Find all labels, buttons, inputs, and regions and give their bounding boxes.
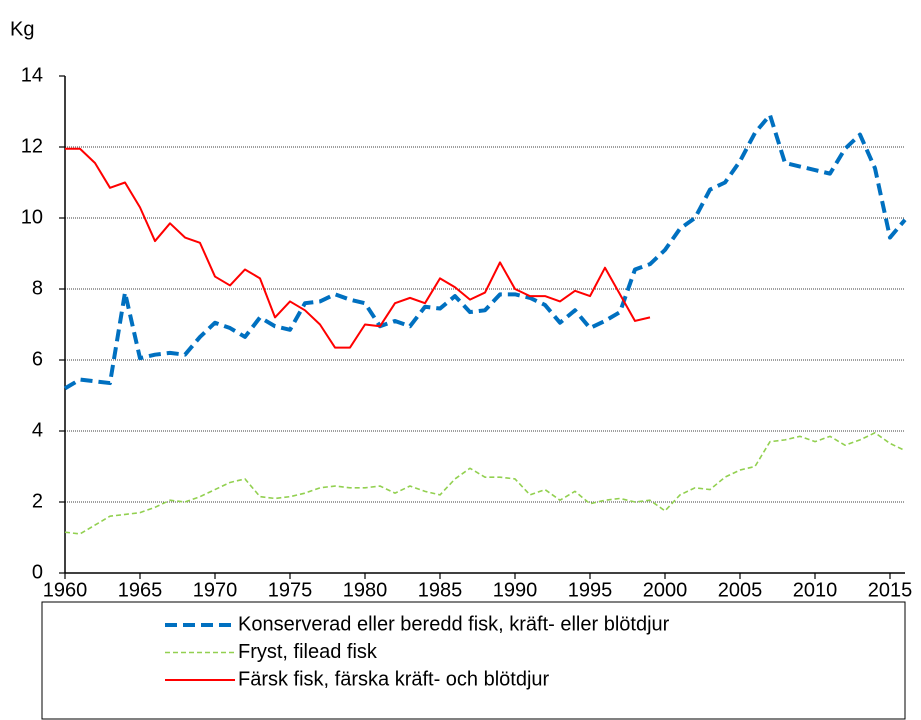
legend-label: Färsk fisk, färska kräft- och blötdjur (238, 668, 550, 690)
series-line (65, 147, 651, 349)
y-tick-label: 6 (32, 348, 43, 370)
x-tick-label: 1985 (418, 579, 463, 601)
x-tick-label: 2010 (793, 579, 838, 601)
legend-label: Fryst, filead fisk (238, 641, 378, 663)
x-tick-label: 1980 (343, 579, 388, 601)
x-tick-label: 2000 (643, 579, 688, 601)
y-tick-label: 4 (32, 419, 43, 441)
series-line (64, 431, 906, 535)
legend-label: Konserverad eller beredd fisk, kräft- el… (238, 613, 670, 635)
x-tick-label: 1970 (193, 579, 238, 601)
x-tick-label: 2015 (868, 579, 913, 601)
series-line (63, 113, 907, 391)
x-tick-label: 1975 (268, 579, 313, 601)
y-tick-label: 0 (32, 561, 43, 583)
y-tick-label: 2 (32, 490, 43, 512)
x-tick-label: 1995 (568, 579, 613, 601)
x-tick-label: 1990 (493, 579, 538, 601)
x-tick-label: 1965 (118, 579, 163, 601)
x-tick-label: 1960 (43, 579, 88, 601)
y-tick-label: 14 (21, 64, 43, 86)
y-tick-label: 12 (21, 135, 43, 157)
y-tick-label: 10 (21, 206, 43, 228)
x-tick-label: 2005 (718, 579, 763, 601)
y-tick-label: 8 (32, 277, 43, 299)
legend-box (41, 601, 906, 720)
y-axis-label: Kg (10, 18, 34, 40)
